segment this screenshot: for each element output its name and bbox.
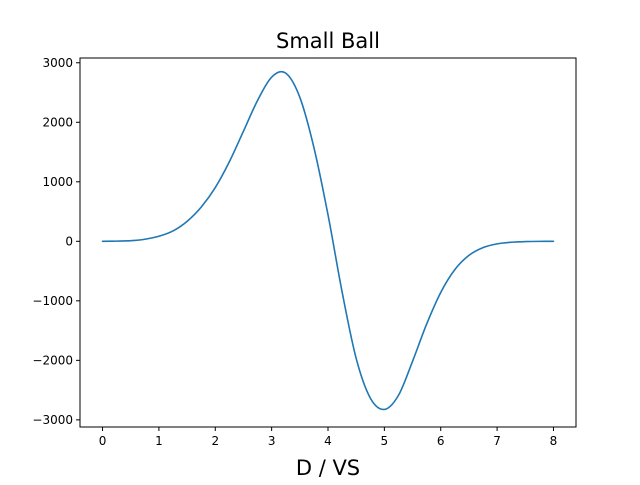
- x-tick-label: 1: [155, 434, 163, 448]
- chart-title: Small Ball: [276, 29, 380, 53]
- x-axis-label: D / VS: [296, 456, 360, 480]
- x-tick-label: 2: [211, 434, 219, 448]
- x-tick-label: 7: [493, 434, 501, 448]
- x-tick-label: 5: [381, 434, 389, 448]
- y-tick-label: 1000: [42, 175, 73, 189]
- x-tick-label: 8: [550, 434, 558, 448]
- x-tick-label: 6: [437, 434, 445, 448]
- y-tick-label: 2000: [42, 115, 73, 129]
- y-tick-label: −3000: [32, 413, 73, 427]
- y-tick-label: −2000: [32, 353, 73, 367]
- y-tick-label: 3000: [42, 56, 73, 70]
- y-tick-label: −1000: [32, 294, 73, 308]
- y-tick-label: 0: [65, 234, 73, 248]
- x-tick-label: 4: [324, 434, 332, 448]
- x-tick-label: 3: [268, 434, 276, 448]
- x-tick-label: 0: [99, 434, 107, 448]
